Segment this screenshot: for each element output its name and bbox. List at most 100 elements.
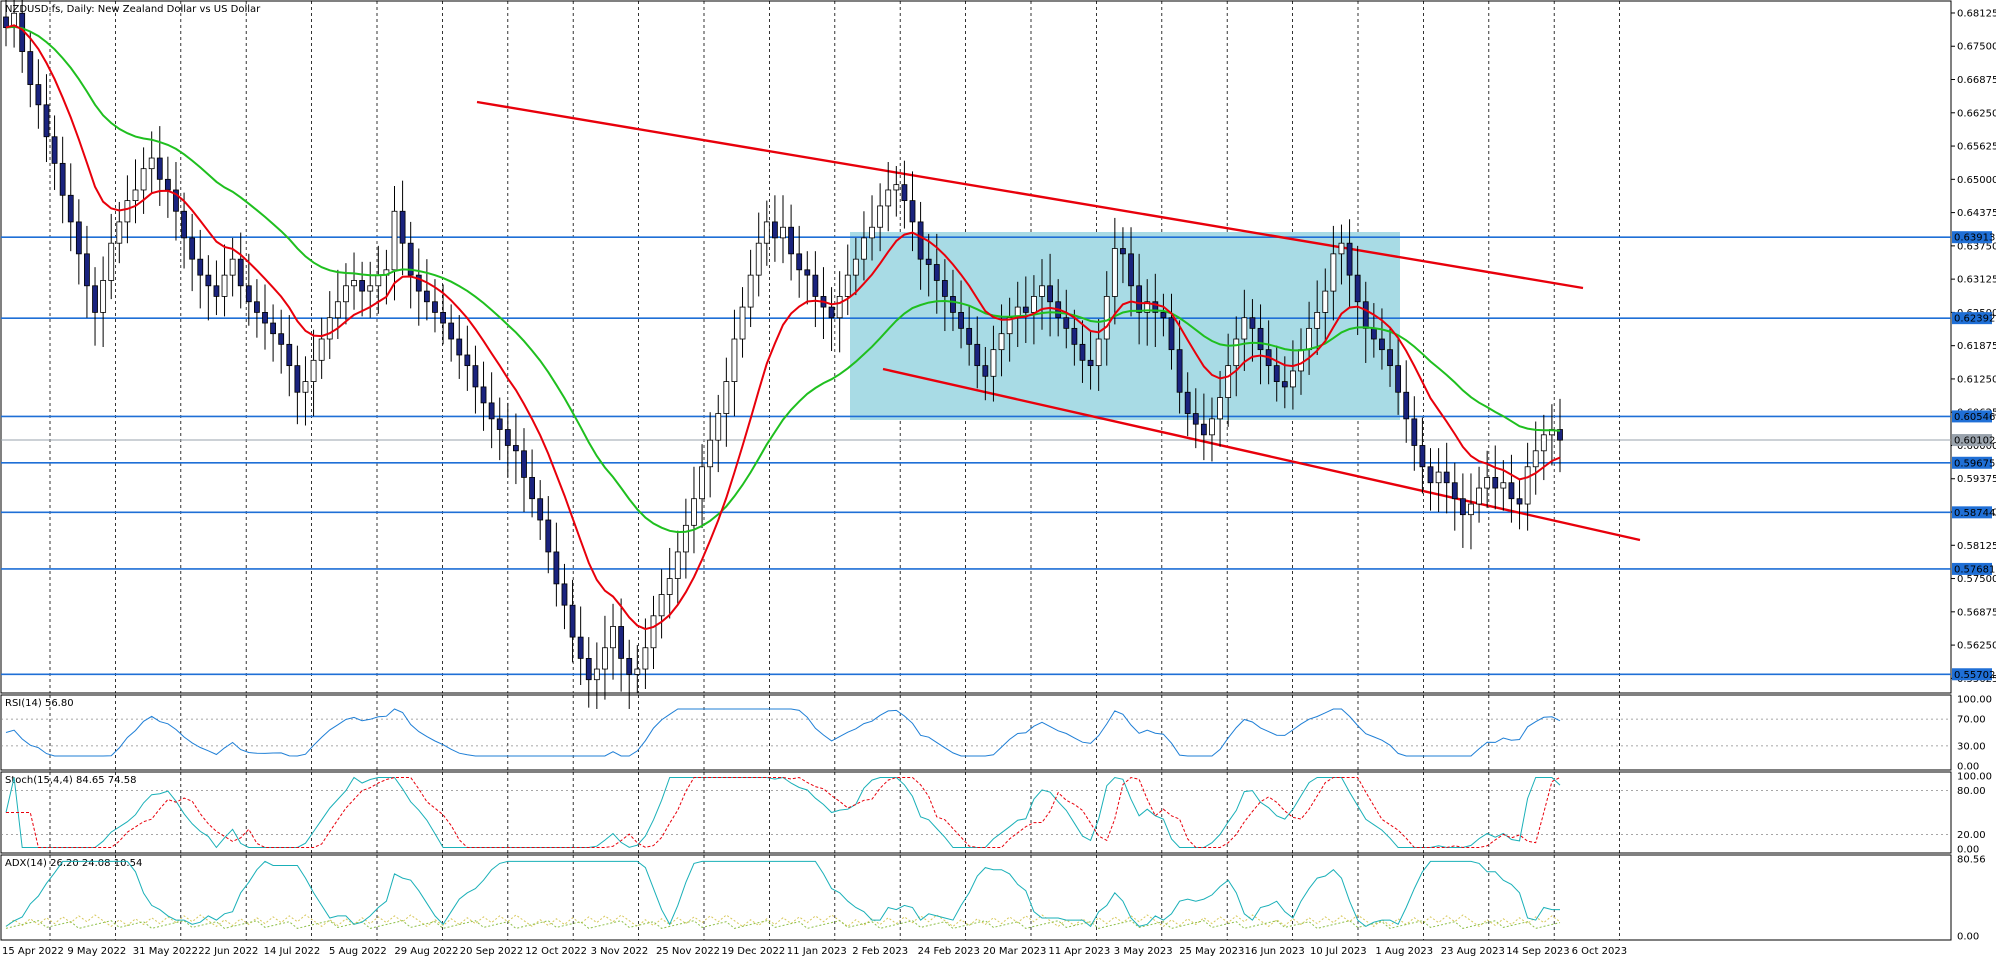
candle-body	[780, 226, 786, 239]
candle-body	[59, 162, 66, 196]
indicator-title: ADX(14) 26.20 24.08 10.54	[5, 858, 142, 869]
candle-body	[569, 604, 576, 638]
candle-body	[156, 157, 163, 180]
level-badge	[1952, 231, 1992, 244]
time-label: 16 Jun 2023	[1245, 946, 1305, 957]
time-label: 14 Sep 2023	[1506, 946, 1569, 957]
indicator-tick-label: 80.00	[1957, 786, 1986, 797]
candle-body	[642, 647, 649, 670]
candle-body	[1500, 482, 1507, 489]
candle-body	[1387, 349, 1393, 367]
candle-body	[521, 450, 527, 478]
candle-body	[213, 285, 220, 297]
time-label: 14 Jul 2022	[264, 946, 321, 957]
candle-body	[731, 338, 738, 382]
candle-body	[1087, 359, 1094, 367]
indicator-tick-label: 100.00	[1957, 695, 1992, 706]
candle-body	[415, 274, 422, 292]
candle-body	[998, 333, 1005, 351]
candle-body	[1403, 391, 1410, 420]
candle-body	[432, 301, 438, 313]
candle-body	[456, 338, 463, 356]
adx-plus-di-line	[5, 914, 1561, 928]
candle-body	[108, 242, 115, 281]
level-badge-label: 0.57681	[1954, 564, 1995, 575]
level-badge	[1952, 562, 1992, 575]
level-badge	[1952, 456, 1992, 469]
level-badges: 0.63913 0.62392 0.60546 0.60102 0.59675 0.587…	[1952, 231, 1995, 681]
candle-body	[1022, 306, 1029, 313]
candle-body	[504, 429, 511, 446]
indicator-frame	[0, 694, 1952, 771]
candle-body	[278, 333, 285, 345]
candle-body	[399, 210, 406, 244]
price-tick-label: 0.61875	[1957, 341, 1996, 352]
adx-line	[5, 860, 1560, 928]
candle-body	[237, 258, 244, 287]
price-tick-label: 0.60000	[1957, 441, 1996, 452]
candle-body	[423, 290, 430, 303]
rsi-line	[5, 708, 1561, 757]
time-label: 10 Jul 2023	[1310, 946, 1367, 957]
indicator-tick-label: 20.00	[1957, 830, 1986, 841]
time-label: 24 Feb 2023	[918, 946, 980, 957]
candle-body	[124, 200, 131, 223]
candle-body	[796, 253, 803, 271]
candle-body	[480, 386, 487, 404]
adx-minus-di-line	[5, 920, 1561, 929]
price-tick-label: 0.56875	[1957, 607, 1996, 618]
candle-body	[1200, 423, 1207, 436]
level-badge-label: 0.60546	[1954, 412, 1995, 423]
level-badge	[1952, 506, 1992, 519]
vertical-grid	[49, 1, 1620, 693]
candle-body	[1362, 301, 1369, 329]
indicator-frame	[0, 771, 1952, 854]
level-badge-label: 0.62392	[1954, 314, 1995, 325]
candle-body	[1257, 327, 1264, 351]
candle-body	[1192, 413, 1199, 425]
candle-body	[197, 258, 204, 276]
upper-trendline	[476, 100, 1584, 290]
candle-body	[448, 322, 455, 340]
candle-body	[707, 439, 714, 468]
candle-body	[561, 583, 568, 606]
candle-body	[1233, 338, 1240, 367]
price-tick-label: 0.65625	[1957, 142, 1996, 153]
candle-body	[43, 104, 50, 138]
time-label: 11 Apr 2023	[1048, 946, 1110, 957]
level-badge-label: 0.60102	[1954, 436, 1995, 447]
candle-body	[723, 381, 730, 414]
candle-body	[92, 285, 98, 313]
candle-body	[1111, 248, 1118, 297]
candle-body	[553, 551, 560, 585]
candle-body	[933, 264, 940, 281]
level-badge-label: 0.59675	[1954, 458, 1995, 469]
indicator-tick-label: 0.00	[1957, 932, 1979, 943]
main-pane[interactable]: NZDUSD.fs, Daily: New Zealand Dollar vs …	[0, 0, 1996, 709]
candle-body	[1031, 296, 1037, 313]
candle-body	[650, 615, 657, 649]
time-label: 9 May 2022	[67, 946, 126, 957]
candle-body	[852, 258, 859, 276]
candle-body	[1136, 285, 1143, 313]
time-label: 29 Aug 2022	[394, 946, 458, 957]
candle-body	[173, 189, 179, 212]
candle-body	[529, 477, 535, 500]
candle-body	[1476, 487, 1482, 505]
candle-body	[577, 636, 584, 659]
candle-body	[885, 189, 892, 207]
candle-body	[1290, 370, 1296, 388]
slow-moving-average-line	[5, 25, 1561, 534]
candle-body	[1427, 466, 1434, 484]
time-label: 31 May 2022	[133, 946, 198, 957]
candle-body	[1249, 317, 1256, 329]
candle-body	[116, 221, 123, 244]
candle-body	[755, 242, 762, 276]
candle-body	[1281, 381, 1288, 388]
candle-body	[1209, 418, 1215, 436]
candle-body	[917, 221, 924, 260]
candle-body	[545, 519, 552, 553]
candle-body	[658, 594, 665, 617]
level-badge	[1952, 434, 1992, 447]
